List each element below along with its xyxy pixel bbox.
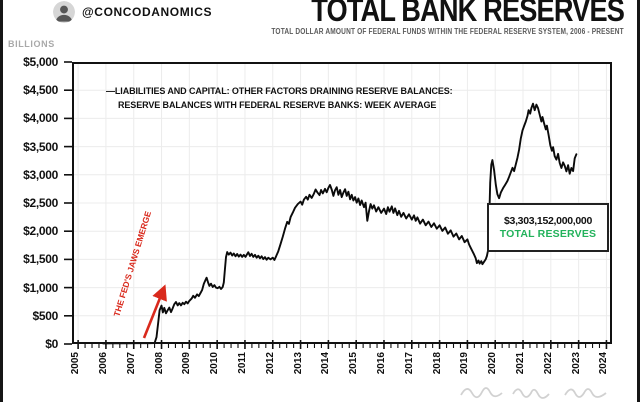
plot-border <box>72 62 612 344</box>
reserves-line-series <box>102 102 578 345</box>
x-tick-label: 2007 <box>125 352 137 375</box>
avatar <box>53 1 75 23</box>
gridlines <box>72 62 612 344</box>
y-tick-label: $4,000 <box>23 111 58 126</box>
y-tick-label: $3,500 <box>23 139 58 154</box>
line-chart-svg <box>64 61 612 349</box>
account-handle: @CONCODANOMICS <box>82 5 213 19</box>
x-tick-label: 2010 <box>209 352 221 375</box>
total-reserves-callout: $3,303,152,000,000 TOTAL RESERVES <box>487 203 609 252</box>
x-tick-label: 2018 <box>431 352 443 375</box>
person-avatar-icon <box>53 1 75 23</box>
y-tick-label: $3,000 <box>23 167 58 182</box>
axis-ticks <box>64 61 608 349</box>
plot-area: —LIABILITIES AND CAPITAL: OTHER FACTORS … <box>64 61 612 374</box>
y-tick-label: $2,000 <box>23 224 58 239</box>
y-tick-label: $1,000 <box>23 280 58 295</box>
jaws-arrow <box>142 284 167 339</box>
chart-subtitle: TOTAL DOLLAR AMOUNT OF FEDERAL FUNDS WIT… <box>271 27 624 36</box>
x-tick-label: 2009 <box>181 352 193 375</box>
legend: —LIABILITIES AND CAPITAL: OTHER FACTORS … <box>106 84 453 112</box>
x-tick-label: 2012 <box>264 352 276 375</box>
x-tick-label: 2019 <box>459 352 471 375</box>
legend-line-2: RESERVE BALANCES WITH FEDERAL RESERVE BA… <box>118 100 437 110</box>
x-tick-label: 2024 <box>598 352 610 375</box>
x-tick-label: 2014 <box>320 352 332 375</box>
left-frame-bar <box>0 0 3 402</box>
y-axis-labels: $0 $500 $1,000 $1,500 $2,000 $2,500 $3,000 $3,5… <box>0 55 59 351</box>
y-tick-label: $5,000 <box>23 55 58 69</box>
right-frame-bar <box>637 0 640 402</box>
x-tick-label: 2023 <box>570 352 582 375</box>
y-tick-label: $4,500 <box>23 83 58 98</box>
x-tick-label: 2022 <box>542 352 554 375</box>
x-tick-label: 2006 <box>97 352 109 375</box>
x-tick-label: 2011 <box>236 352 248 374</box>
x-tick-label: 2008 <box>153 352 165 375</box>
x-tick-label: 2015 <box>348 352 360 375</box>
legend-line-1: —LIABILITIES AND CAPITAL: OTHER FACTORS … <box>106 86 453 96</box>
watermark-scribble <box>460 387 607 399</box>
x-tick-label: 2013 <box>292 352 304 375</box>
y-tick-label: $0 <box>45 337 58 351</box>
y-tick-label: $1,500 <box>23 252 58 267</box>
x-tick-label: 2020 <box>487 352 499 375</box>
x-tick-label: 2017 <box>403 352 415 375</box>
y-axis-units-label: BILLIONS <box>8 39 55 49</box>
y-tick-label: $2,500 <box>23 196 58 210</box>
y-tick-label: $500 <box>32 308 59 323</box>
x-tick-label: 2005 <box>70 352 82 375</box>
total-reserves-value: $3,303,152,000,000 <box>503 215 593 227</box>
total-reserves-label: TOTAL RESERVES <box>499 228 597 240</box>
chart-title: TOTAL BANK RESERVES <box>311 0 625 28</box>
x-tick-label: 2021 <box>515 352 527 375</box>
x-tick-label: 2016 <box>375 352 387 375</box>
